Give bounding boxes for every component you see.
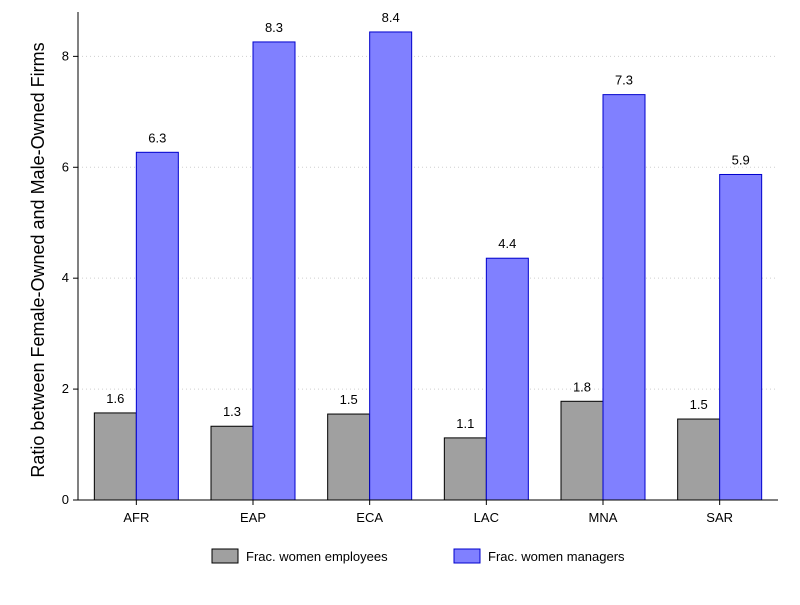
bar-managers xyxy=(719,173,763,501)
bar-managers xyxy=(135,151,179,501)
legend-label: Frac. women employees xyxy=(246,549,388,564)
legend-label: Frac. women managers xyxy=(488,549,625,564)
data-label: 4.4 xyxy=(498,236,516,251)
data-labels: 1.6 6.3 1.3 8.3 1.5 8.4 1.1 4.4 1.8 7.3 1.5 5.9 xyxy=(106,10,749,431)
data-label: 7.3 xyxy=(615,73,633,88)
y-tick-label: 2 xyxy=(62,381,69,396)
data-label: 8.3 xyxy=(265,20,283,35)
axes: 0 2 4 6 8 AFR EAP ECA LAC MNA SAR xyxy=(62,12,778,525)
bar-managers xyxy=(369,31,413,501)
bar-managers xyxy=(252,41,296,501)
y-tick-label: 8 xyxy=(62,48,69,63)
bar-employees xyxy=(93,412,137,501)
legend: Frac. women employees Frac. women manager… xyxy=(211,548,625,564)
data-label: 6.3 xyxy=(148,130,166,145)
data-label: 1.6 xyxy=(106,391,124,406)
bar-employees xyxy=(560,400,604,501)
y-tick-label: 4 xyxy=(62,270,69,285)
x-tick-label: AFR xyxy=(123,510,149,525)
y-axis-label: Ratio between Female-Owned and Male-Owne… xyxy=(28,42,48,477)
bar-managers xyxy=(602,94,646,501)
data-label: 1.5 xyxy=(340,392,358,407)
data-label: 1.3 xyxy=(223,404,241,419)
gridlines xyxy=(78,55,778,390)
data-label: 5.9 xyxy=(732,152,750,167)
bar-employees xyxy=(210,425,254,501)
y-tick-label: 6 xyxy=(62,159,69,174)
bar-employees xyxy=(677,418,721,501)
legend-swatch-employees xyxy=(211,548,239,564)
bar-managers xyxy=(485,257,529,501)
x-tick-label: EAP xyxy=(240,510,266,525)
data-label: 1.1 xyxy=(456,416,474,431)
data-label: 1.5 xyxy=(690,397,708,412)
data-label: 8.4 xyxy=(382,10,400,25)
bar-employees xyxy=(443,437,487,501)
bars xyxy=(93,31,763,501)
y-tick-label: 0 xyxy=(62,492,69,507)
bar-employees xyxy=(327,413,371,501)
data-label: 1.8 xyxy=(573,379,591,394)
legend-swatch-managers xyxy=(453,548,481,564)
x-tick-label: LAC xyxy=(474,510,499,525)
x-tick-label: SAR xyxy=(706,510,733,525)
x-tick-label: MNA xyxy=(589,510,618,525)
x-tick-label: ECA xyxy=(356,510,383,525)
